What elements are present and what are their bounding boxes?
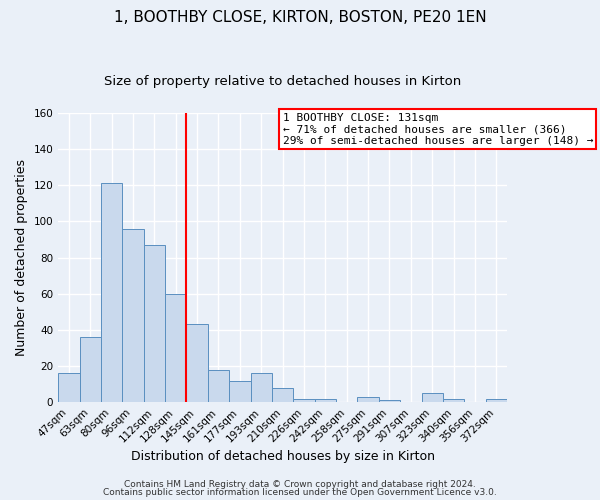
Bar [358,397,379,402]
Bar [208,370,229,402]
Bar [122,228,143,402]
Bar [187,324,208,402]
Bar [379,400,400,402]
Bar [251,374,272,402]
Y-axis label: Number of detached properties: Number of detached properties [15,159,28,356]
Title: Size of property relative to detached houses in Kirton: Size of property relative to detached ho… [104,75,461,88]
Bar [143,245,165,402]
Bar [293,398,314,402]
Bar [443,398,464,402]
Text: Contains public sector information licensed under the Open Government Licence v3: Contains public sector information licen… [103,488,497,497]
Bar [422,393,443,402]
Bar [229,380,251,402]
Bar [101,184,122,402]
Bar [314,398,336,402]
Text: Contains HM Land Registry data © Crown copyright and database right 2024.: Contains HM Land Registry data © Crown c… [124,480,476,489]
X-axis label: Distribution of detached houses by size in Kirton: Distribution of detached houses by size … [131,450,434,462]
Text: 1 BOOTHBY CLOSE: 131sqm
← 71% of detached houses are smaller (366)
29% of semi-d: 1 BOOTHBY CLOSE: 131sqm ← 71% of detache… [283,113,593,146]
Bar [272,388,293,402]
Bar [485,398,507,402]
Bar [165,294,187,402]
Bar [80,337,101,402]
Text: 1, BOOTHBY CLOSE, KIRTON, BOSTON, PE20 1EN: 1, BOOTHBY CLOSE, KIRTON, BOSTON, PE20 1… [113,10,487,25]
Bar [58,374,80,402]
